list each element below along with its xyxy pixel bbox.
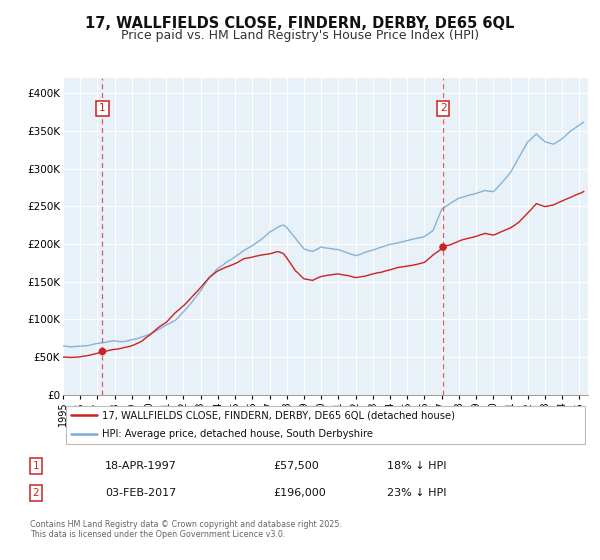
Text: 18-APR-1997: 18-APR-1997 [105, 461, 177, 471]
Point [98, 347, 107, 356]
Text: 1: 1 [32, 461, 40, 471]
Text: HPI: Average price, detached house, South Derbyshire: HPI: Average price, detached house, Sout… [103, 429, 373, 439]
Text: 2: 2 [32, 488, 40, 498]
Text: 2: 2 [440, 104, 446, 114]
Text: Contains HM Land Registry data © Crown copyright and database right 2025.
This d: Contains HM Land Registry data © Crown c… [30, 520, 342, 539]
Text: 17, WALLFIELDS CLOSE, FINDERN, DERBY, DE65 6QL (detached house): 17, WALLFIELDS CLOSE, FINDERN, DERBY, DE… [103, 410, 455, 421]
Text: 1: 1 [99, 104, 106, 114]
Text: 17, WALLFIELDS CLOSE, FINDERN, DERBY, DE65 6QL: 17, WALLFIELDS CLOSE, FINDERN, DERBY, DE… [85, 16, 515, 31]
FancyBboxPatch shape [65, 406, 586, 444]
Text: £196,000: £196,000 [273, 488, 326, 498]
Text: 23% ↓ HPI: 23% ↓ HPI [387, 488, 446, 498]
Point [438, 242, 448, 251]
Text: 03-FEB-2017: 03-FEB-2017 [105, 488, 176, 498]
Text: Price paid vs. HM Land Registry's House Price Index (HPI): Price paid vs. HM Land Registry's House … [121, 29, 479, 42]
Text: £57,500: £57,500 [273, 461, 319, 471]
Text: 18% ↓ HPI: 18% ↓ HPI [387, 461, 446, 471]
